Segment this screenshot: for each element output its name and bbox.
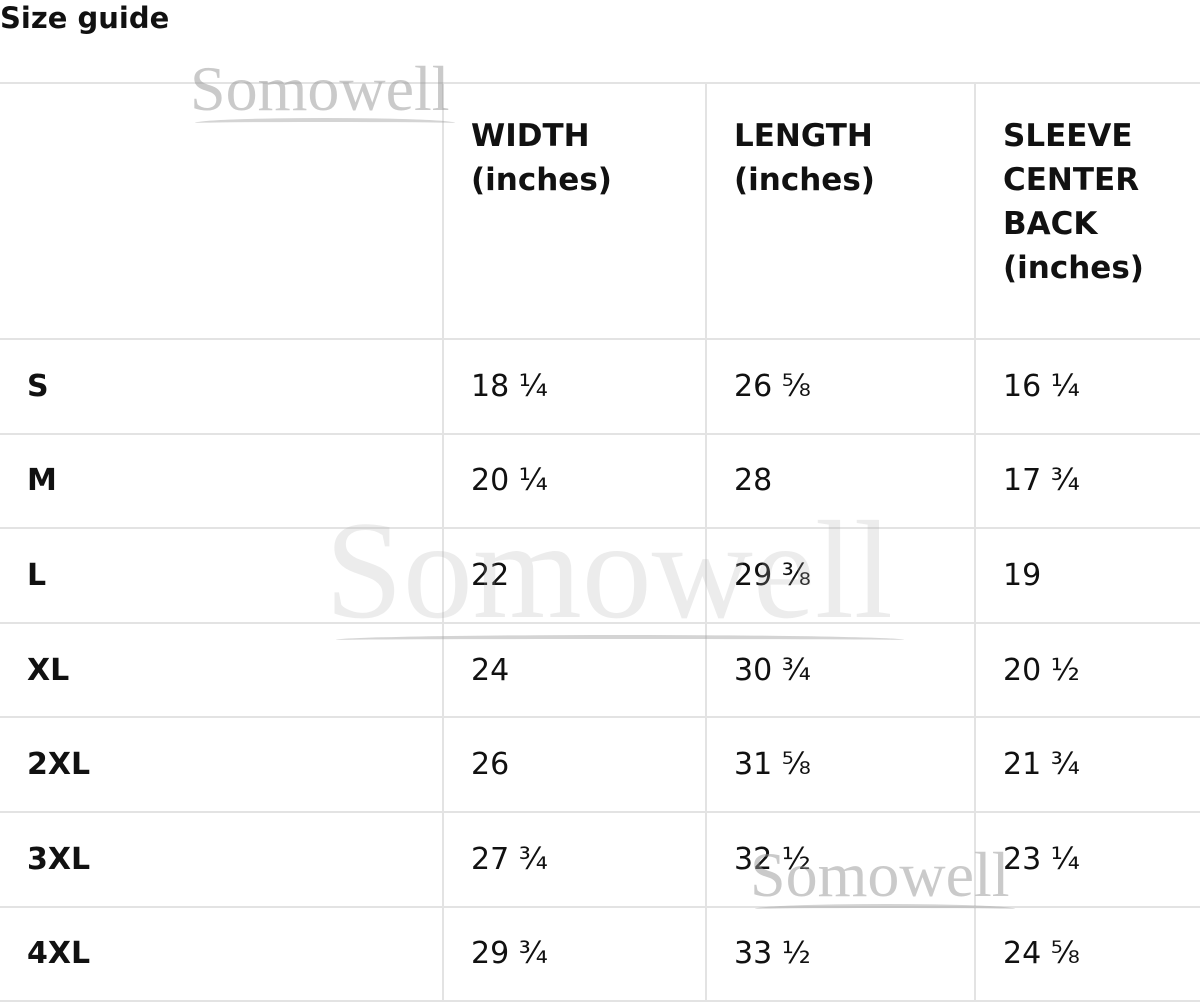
width-cell: 22 (442, 527, 707, 624)
size-cell: XL (0, 621, 444, 719)
sleeve-cell: 20 ½ (974, 621, 1200, 719)
sleeve-cell: 21 ¾ (974, 716, 1200, 813)
size-guide-table: WIDTH (inches) LENGTH (inches) SLEEVE CE… (0, 82, 1200, 1002)
sleeve-cell: 19 (974, 527, 1200, 624)
table-row: 3XL 27 ¾ 32 ½ 23 ¼ (0, 810, 1200, 908)
size-cell: 2XL (0, 716, 444, 813)
table-row: 2XL 26 31 ⅝ 21 ¾ (0, 716, 1200, 813)
sleeve-cell: 16 ¼ (974, 338, 1200, 435)
length-cell: 32 ½ (705, 810, 976, 908)
table-row: XL 24 30 ¾ 20 ½ (0, 621, 1200, 719)
width-cell: 18 ¼ (442, 338, 707, 435)
length-cell: 30 ¾ (705, 621, 976, 719)
size-cell: 4XL (0, 905, 444, 1002)
length-cell: 29 ⅜ (705, 527, 976, 624)
sleeve-cell: 24 ⅝ (974, 905, 1200, 1002)
length-cell: 28 (705, 432, 976, 530)
header-row: WIDTH (inches) LENGTH (inches) SLEEVE CE… (0, 82, 1200, 340)
width-cell: 20 ¼ (442, 432, 707, 530)
width-cell: 24 (442, 621, 707, 719)
page-title: Size guide (0, 1, 170, 35)
sleeve-cell: 17 ¾ (974, 432, 1200, 530)
size-cell: 3XL (0, 810, 444, 908)
table-row: 4XL 29 ¾ 33 ½ 24 ⅝ (0, 905, 1200, 1002)
length-cell: 26 ⅝ (705, 338, 976, 435)
table-row: L 22 29 ⅜ 19 (0, 527, 1200, 624)
table-row: S 18 ¼ 26 ⅝ 16 ¼ (0, 338, 1200, 435)
sleeve-cell: 23 ¼ (974, 810, 1200, 908)
size-cell: M (0, 432, 444, 530)
width-cell: 26 (442, 716, 707, 813)
header-size (0, 82, 444, 340)
width-cell: 29 ¾ (442, 905, 707, 1002)
length-cell: 33 ½ (705, 905, 976, 1002)
header-length: LENGTH (inches) (705, 82, 976, 340)
header-sleeve: SLEEVE CENTER BACK (inches) (974, 82, 1200, 340)
length-cell: 31 ⅝ (705, 716, 976, 813)
header-width: WIDTH (inches) (442, 82, 707, 340)
size-cell: S (0, 338, 444, 435)
width-cell: 27 ¾ (442, 810, 707, 908)
table-row: M 20 ¼ 28 17 ¾ (0, 432, 1200, 530)
size-cell: L (0, 527, 444, 624)
